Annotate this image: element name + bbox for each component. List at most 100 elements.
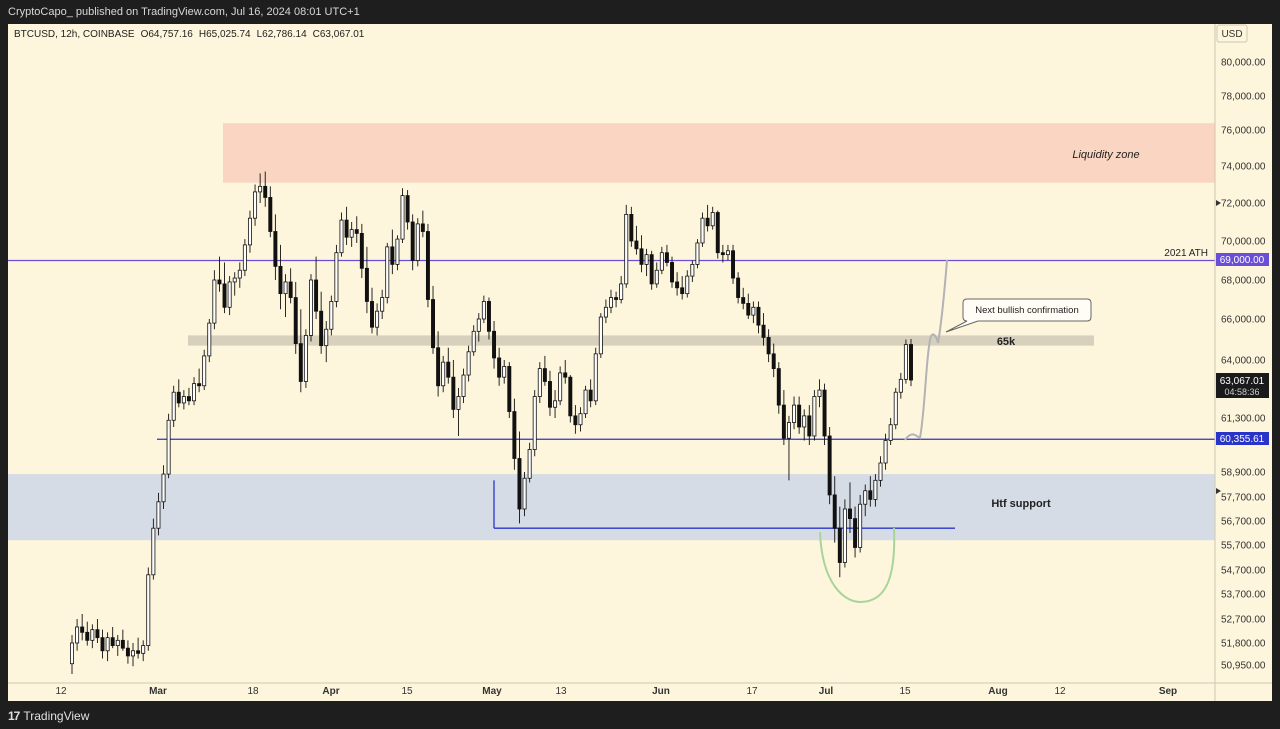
candle: [527, 442, 532, 483]
candle: [710, 206, 715, 230]
candle: [232, 272, 237, 296]
candle: [131, 643, 135, 667]
time-tick: 15: [401, 686, 413, 697]
candle: [370, 287, 374, 334]
price-tick: 56,700.00: [1221, 517, 1266, 528]
candle: [537, 362, 542, 403]
candle: [675, 272, 680, 296]
candle: [400, 188, 405, 243]
candle: [756, 301, 761, 334]
candle: [186, 387, 191, 406]
candle: [446, 347, 451, 384]
candle: [176, 379, 181, 408]
candle: [456, 387, 461, 436]
price-tick: 68,000.00: [1221, 276, 1266, 287]
time-axis: 12 Mar 18 Apr 15 May 13 Jun 17 Jul 15 Aug 12 Sep: [55, 686, 1177, 697]
candle: [375, 303, 380, 336]
candle: [380, 289, 385, 319]
candle: [385, 242, 390, 304]
zones-layer: [8, 123, 1215, 541]
candle: [680, 276, 685, 300]
candle: [420, 210, 425, 238]
symbol-info: BTCUSD, 12h, COINBASE O64,757.16 H65,025.7…: [14, 29, 365, 40]
candle: [837, 506, 842, 578]
candle: [883, 433, 888, 470]
candle: [425, 223, 430, 308]
footer-bar: 17 TradingView: [0, 701, 1280, 729]
candle: [319, 291, 324, 354]
candle: [619, 276, 624, 304]
candle: [792, 396, 797, 430]
candle: [720, 244, 725, 263]
price-tick: 51,800.00: [1221, 639, 1266, 650]
candle: [359, 223, 364, 279]
time-tick: Jul: [819, 686, 834, 697]
candle: [802, 409, 807, 441]
candle: [807, 405, 812, 445]
candle: [237, 262, 242, 288]
candle: [583, 385, 588, 418]
price-tick: 54,700.00: [1221, 566, 1266, 577]
candle: [247, 210, 252, 253]
candle: [588, 379, 593, 408]
candle: [486, 297, 491, 340]
candle: [80, 614, 85, 641]
price-tick: 53,700.00: [1221, 590, 1266, 601]
candle: [878, 456, 883, 487]
candle: [751, 301, 756, 324]
candle: [309, 274, 313, 342]
price-tick: 70,000.00: [1221, 237, 1266, 248]
candle: [293, 281, 298, 354]
time-tick: Aug: [988, 686, 1007, 697]
time-tick: 15: [899, 686, 911, 697]
candle: [553, 390, 558, 418]
candle: [395, 235, 400, 271]
candle: [283, 274, 288, 318]
svg-text:69,000.00: 69,000.00: [1220, 255, 1265, 266]
candle: [314, 256, 319, 319]
projection-path: [904, 259, 948, 441]
candle: [146, 567, 151, 651]
candle: [197, 368, 202, 393]
htf-support-curve: [819, 527, 896, 604]
price-tick: 72,000.00: [1221, 199, 1266, 210]
candle: [136, 637, 141, 659]
candle: [909, 338, 913, 387]
candle: [202, 349, 207, 391]
candle: [507, 362, 512, 418]
publish-text: CryptoCapo_ published on TradingView.com…: [8, 6, 360, 18]
candle: [115, 635, 120, 656]
candle: [776, 362, 781, 414]
candle: [156, 492, 161, 536]
candle: [725, 244, 730, 261]
candle: [741, 287, 746, 310]
tradingview-logo[interactable]: 17 TradingView: [8, 709, 89, 723]
candle: [151, 518, 156, 580]
currency-box[interactable]: USD: [1216, 24, 1248, 43]
candle: [832, 476, 837, 543]
candle: [893, 387, 898, 430]
candle: [547, 370, 552, 416]
svg-text:63,067.01: 63,067.01: [1220, 376, 1265, 387]
price-tick: 76,000.00: [1221, 126, 1266, 137]
candle: [695, 239, 700, 269]
zone-65k-band: [188, 335, 1094, 346]
price-tick: 80,000.00: [1221, 58, 1266, 69]
candle: [364, 246, 369, 314]
candle: [405, 190, 410, 230]
candle: [329, 295, 334, 336]
price-tick: 58,900.00: [1221, 468, 1266, 479]
candle: [339, 212, 344, 257]
candle: [502, 360, 507, 384]
candle: [217, 256, 222, 292]
candle: [563, 360, 568, 384]
candle: [812, 390, 817, 441]
time-tick: 17: [746, 686, 758, 697]
time-tick: Mar: [149, 686, 167, 697]
candle: [700, 212, 705, 247]
candle: [100, 629, 105, 659]
candle: [888, 418, 893, 445]
candle: [853, 506, 858, 558]
time-tick: Jun: [652, 686, 670, 697]
